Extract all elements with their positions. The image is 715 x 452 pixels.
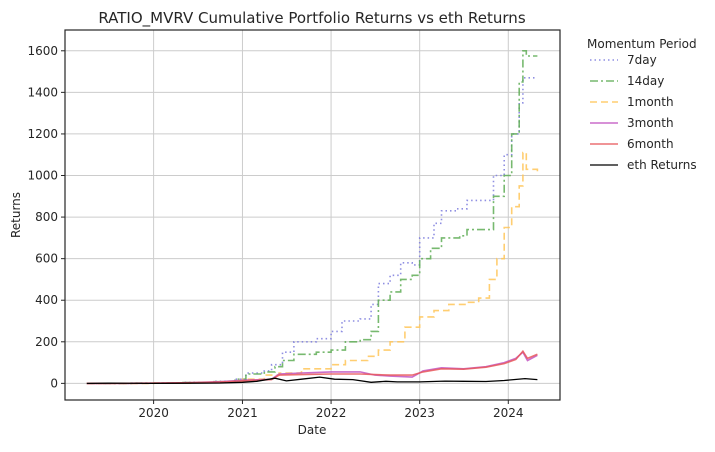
y-tick-label: 1000 bbox=[27, 169, 58, 183]
chart-title: RATIO_MVRV Cumulative Portfolio Returns … bbox=[98, 9, 525, 28]
x-tick-label: 2023 bbox=[404, 406, 435, 420]
y-tick-label: 200 bbox=[35, 335, 58, 349]
y-tick-label: 1600 bbox=[27, 44, 58, 58]
gridlines bbox=[65, 30, 560, 400]
x-tick-label: 2021 bbox=[227, 406, 258, 420]
x-tick-label: 2022 bbox=[316, 406, 347, 420]
series-line-14day bbox=[86, 50, 538, 385]
y-tick-label: 400 bbox=[35, 293, 58, 307]
series-line-eth-returns bbox=[86, 376, 538, 385]
legend: Momentum Period 7day 14day 1month 3month 6mo… bbox=[587, 37, 697, 172]
series-line-6month bbox=[86, 349, 538, 385]
y-tick-label: 1200 bbox=[27, 127, 58, 141]
legend-title: Momentum Period bbox=[587, 37, 697, 51]
x-tick-label: 2020 bbox=[138, 406, 169, 420]
legend-label-3month: 3month bbox=[627, 116, 674, 130]
y-tick-label: 600 bbox=[35, 252, 58, 266]
legend-label-14day: 14day bbox=[627, 74, 664, 88]
y-tick-label: 1400 bbox=[27, 85, 58, 99]
x-axis-label: Date bbox=[298, 423, 327, 437]
y-tick-label: 800 bbox=[35, 210, 58, 224]
y-tick-label: 0 bbox=[50, 376, 58, 390]
legend-label-7day: 7day bbox=[627, 53, 657, 67]
y-axis-label: Returns bbox=[9, 192, 23, 238]
legend-label-6month: 6month bbox=[627, 137, 674, 151]
series-lines bbox=[86, 50, 539, 385]
axis-ticks: 2020 2021 2022 2023 2024 0 200 400 600 800 1000 120… bbox=[27, 44, 523, 420]
plot-frame bbox=[64, 29, 561, 401]
series-line-7day bbox=[86, 77, 538, 385]
legend-label-1month: 1month bbox=[627, 95, 674, 109]
series-line-1month bbox=[86, 151, 539, 385]
series-line-3month bbox=[86, 350, 538, 385]
legend-label-eth-returns: eth Returns bbox=[627, 158, 697, 172]
x-tick-label: 2024 bbox=[493, 406, 524, 420]
